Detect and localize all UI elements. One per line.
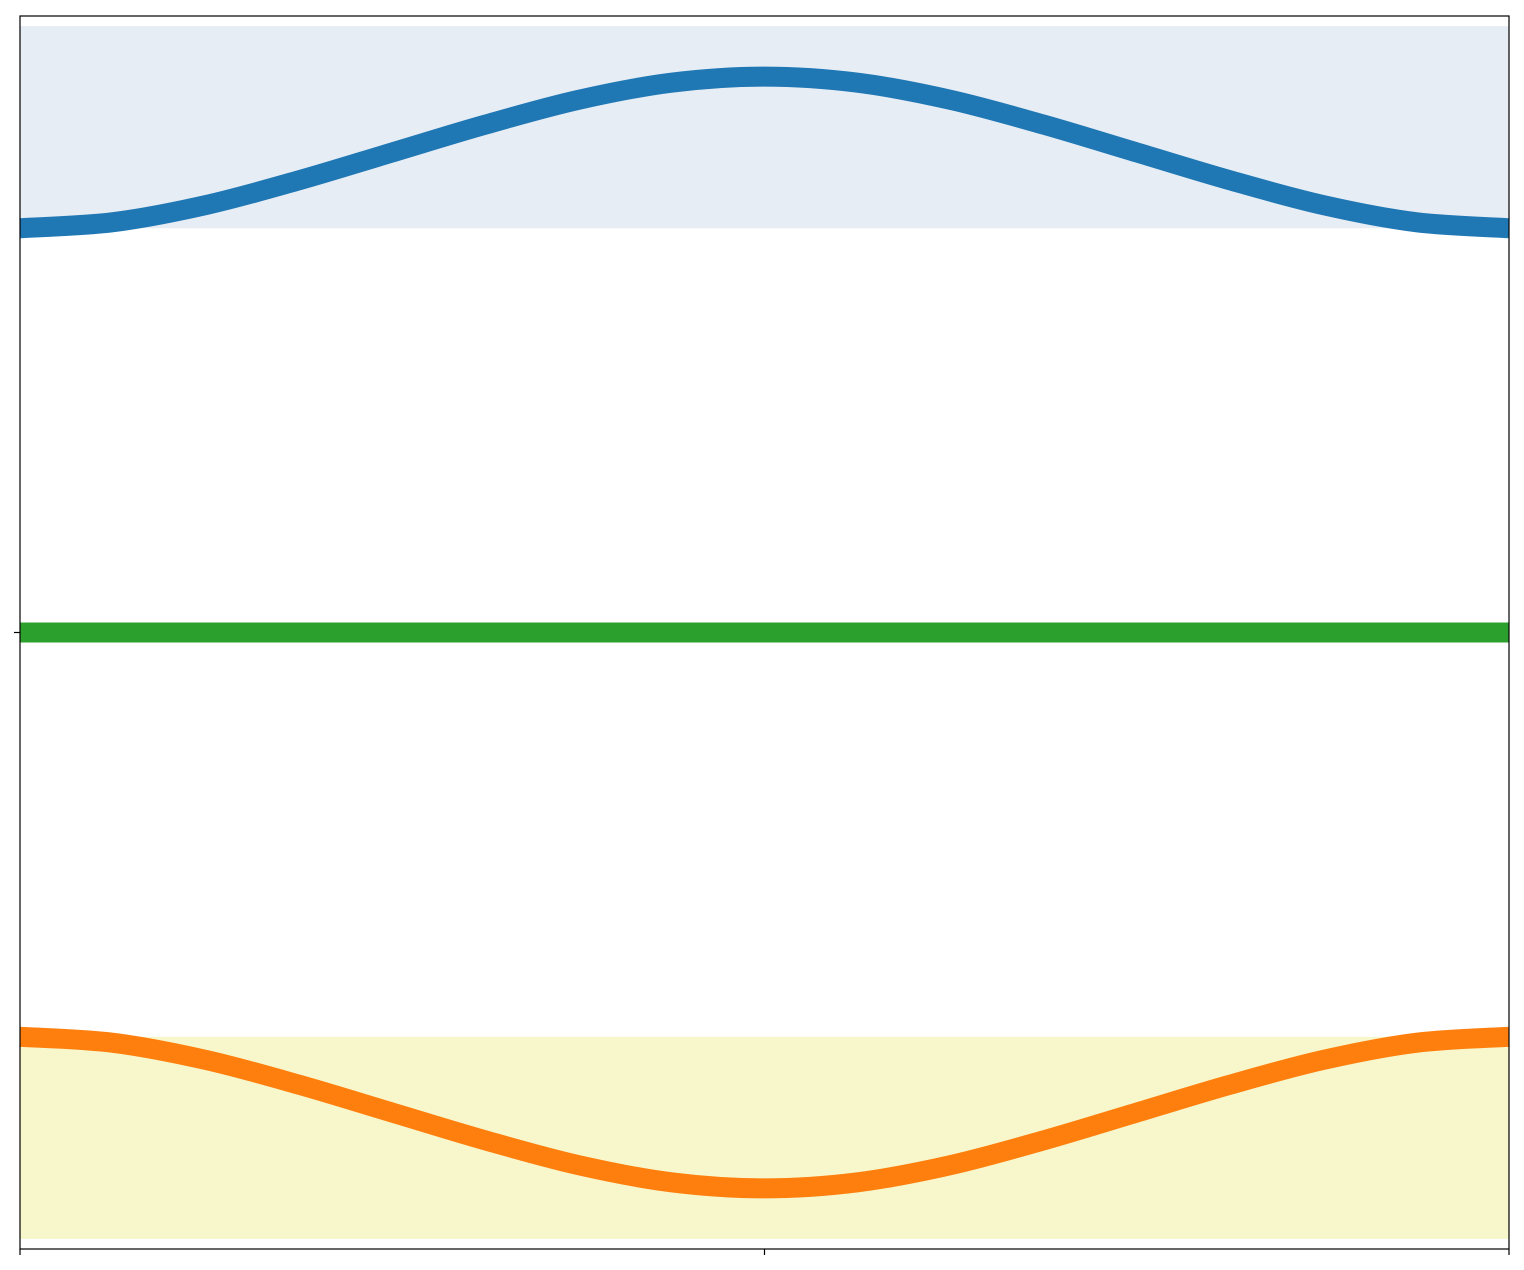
ticks-layer	[14, 631, 1510, 1255]
series-layer	[19, 66, 1510, 1199]
series-line-1	[19, 1026, 1510, 1199]
series-line-0	[19, 66, 1510, 239]
